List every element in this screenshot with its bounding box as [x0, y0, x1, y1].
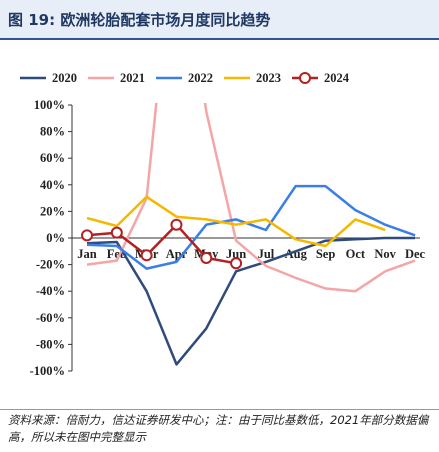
- series-point-2024: [200, 251, 213, 264]
- series-point-2024: [81, 229, 93, 242]
- series-point-2024: [140, 249, 153, 262]
- legend-label-2024: 2024: [324, 71, 350, 85]
- x-tick-label: Oct: [346, 247, 366, 261]
- legend-label-2022: 2022: [188, 71, 213, 85]
- x-tick-label: Apr: [166, 247, 188, 261]
- y-tick-label: 100%: [34, 98, 65, 112]
- x-tick-label: Jan: [77, 247, 97, 261]
- x-tick-label: Dec: [405, 247, 426, 261]
- x-tick-label: Jul: [258, 247, 275, 261]
- y-tick-label: -100%: [30, 364, 65, 378]
- footnote-divider: [0, 409, 439, 410]
- y-tick-label: 60%: [40, 151, 65, 165]
- x-tick-label: Jun: [226, 247, 246, 261]
- legend-label-2021: 2021: [120, 71, 145, 85]
- figure-title: 图 19: 欧洲轮胎配套市场月度同比趋势: [8, 11, 271, 29]
- series-line-2021: [86, 103, 416, 293]
- figure-title-bar: 图 19: 欧洲轮胎配套市场月度同比趋势: [0, 0, 439, 40]
- series-line-2023: [86, 195, 386, 248]
- y-tick-label: 80%: [40, 125, 65, 139]
- x-tick-label: Nov: [374, 247, 396, 261]
- figure-footnote: 资料来源：倍耐力，信达证券研发中心；注：由于同比基数低，2021年部分数据偏高，…: [8, 413, 429, 444]
- y-tick-label: -40%: [36, 284, 65, 298]
- series-point-2024: [230, 257, 243, 270]
- legend-label-2020: 2020: [52, 71, 77, 85]
- y-tick-label: -20%: [36, 258, 65, 272]
- y-tick-label: -80%: [36, 337, 65, 351]
- legend-marker-2024: [299, 72, 311, 84]
- y-tick-label: 20%: [40, 204, 65, 218]
- x-tick-label: Aug: [285, 247, 308, 261]
- series-line-2022: [86, 184, 416, 270]
- series-group: [81, 103, 416, 366]
- y-tick-label: 40%: [40, 178, 65, 192]
- series-point-2024: [170, 218, 183, 231]
- series-point-2024: [110, 226, 123, 239]
- legend-label-2023: 2023: [256, 71, 281, 85]
- x-tick-label: Sep: [316, 247, 336, 261]
- y-tick-label: 0%: [46, 231, 65, 245]
- y-tick-label: -60%: [36, 311, 65, 325]
- line-chart: 100% 80% 60% 40% 20% 0% -20% -40% -60% -80% -100% J…: [20, 71, 426, 378]
- series-line-2020: [86, 236, 415, 366]
